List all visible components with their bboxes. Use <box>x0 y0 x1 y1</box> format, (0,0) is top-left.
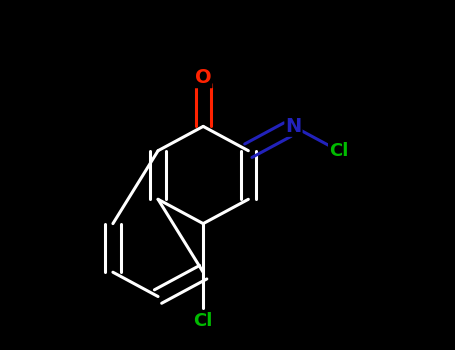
Text: N: N <box>285 117 302 136</box>
Text: Cl: Cl <box>193 312 213 330</box>
Text: Cl: Cl <box>329 142 348 160</box>
Text: O: O <box>195 68 212 87</box>
